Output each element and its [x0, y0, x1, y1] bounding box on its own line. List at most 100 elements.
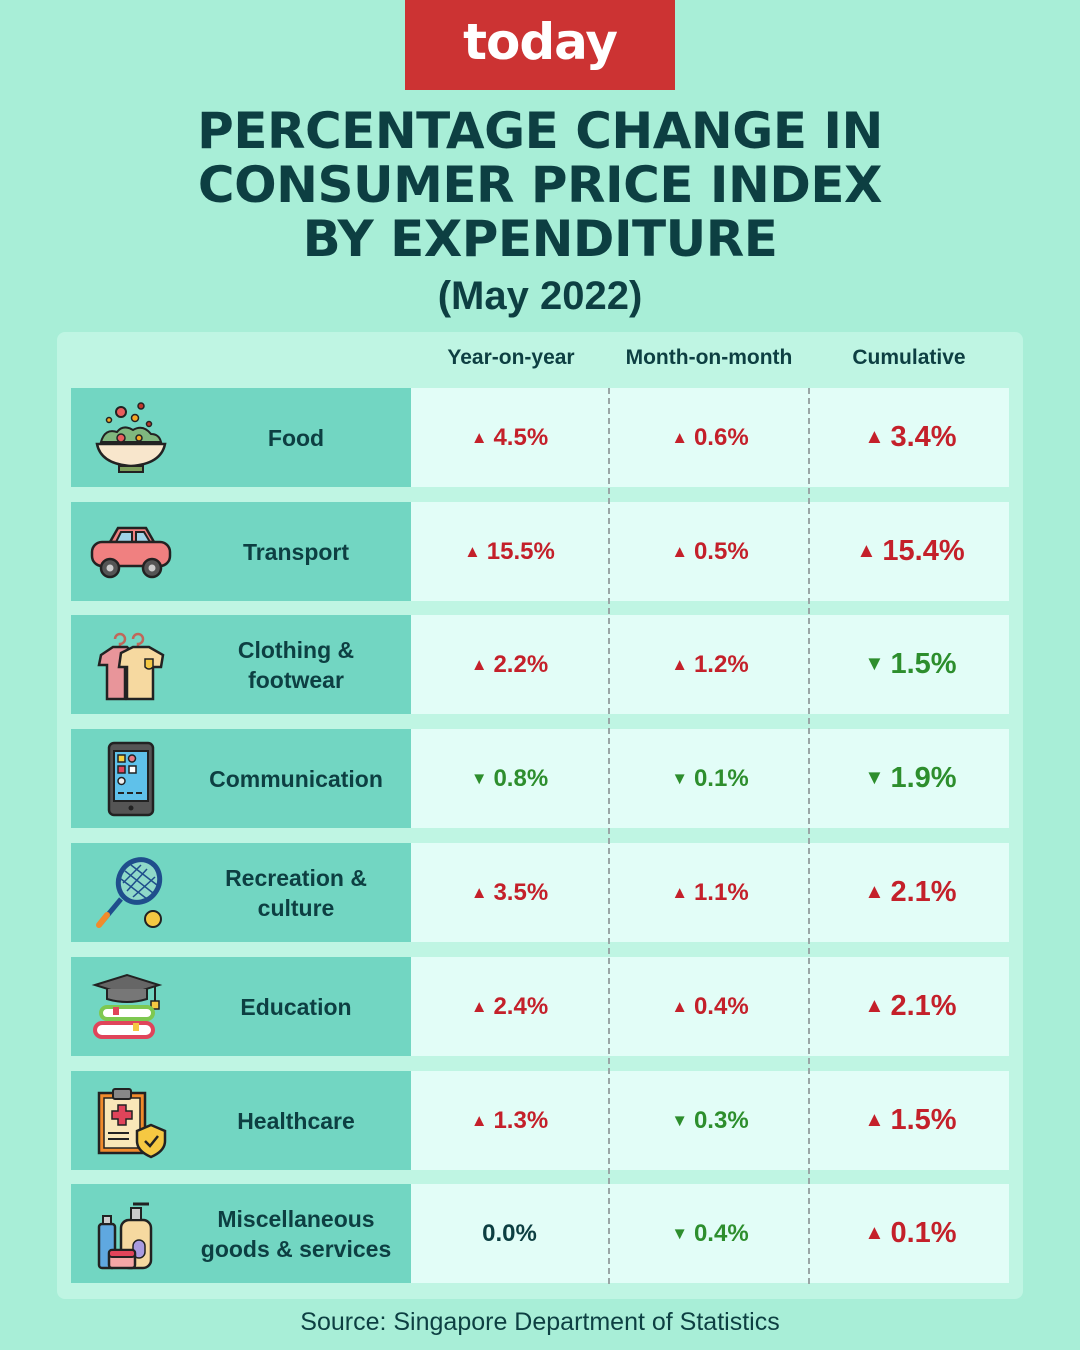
table-row: Education ▲ 2.4% ▲ 0.4% ▲ 2.1%	[71, 957, 1009, 1056]
arrow-up-icon: ▲	[864, 995, 885, 1017]
column-header-mom: Month-on-month	[625, 346, 793, 369]
value-text: 1.1%	[693, 878, 749, 906]
value-text: 0.4%	[693, 1219, 749, 1247]
page-title: PERCENTAGE CHANGE IN CONSUMER PRICE INDE…	[0, 104, 1080, 266]
value-text: 3.4%	[890, 421, 957, 453]
value-text: 15.5%	[486, 537, 555, 565]
value-text: 2.1%	[890, 990, 957, 1022]
value-text: 0.0%	[482, 1219, 537, 1247]
mom-value: ▲ 1.1%	[610, 843, 810, 942]
value-text: 0.4%	[693, 992, 749, 1020]
category-cell: Clothing & footwear	[71, 615, 411, 714]
mom-value: ▼ 0.1%	[610, 729, 810, 828]
mom-value: ▼ 0.4%	[610, 1184, 810, 1283]
arrow-up-icon: ▲	[470, 654, 488, 674]
cumulative-value: ▲ 2.1%	[812, 843, 1009, 942]
category-cell: Communication	[71, 729, 411, 828]
value-text: 2.4%	[493, 992, 549, 1020]
arrow-up-icon: ▲	[470, 1110, 488, 1130]
value-text: 0.5%	[693, 537, 749, 565]
column-header-cumulative: Cumulative	[852, 346, 966, 369]
value-text: 0.6%	[693, 423, 749, 451]
yoy-value: ▲ 3.5%	[411, 843, 608, 942]
values-cell-group: ▼ 0.8% ▼ 0.1% ▼ 1.9%	[411, 729, 1009, 828]
yoy-value: ▲ 2.2%	[411, 615, 608, 714]
salad-bowl-icon	[71, 388, 191, 487]
category-label: Clothing & footwear	[237, 636, 355, 693]
category-label: Food	[267, 424, 325, 451]
toiletries-icon	[71, 1184, 191, 1283]
car-icon	[71, 502, 191, 601]
today-logo: today	[405, 0, 675, 90]
value-text: 1.9%	[890, 762, 957, 794]
mom-value: ▲ 1.2%	[610, 615, 810, 714]
title-line: CONSUMER PRICE INDEX	[197, 156, 883, 214]
cumulative-value: ▲ 3.4%	[812, 388, 1009, 487]
arrow-up-icon: ▲	[671, 654, 688, 674]
arrow-up-icon: ▲	[864, 1222, 885, 1244]
clothes-hanger-icon	[71, 615, 191, 714]
table-row: Food ▲ 4.5% ▲ 0.6% ▲ 3.4%	[71, 388, 1009, 487]
table-row: Miscellaneous goods & services 0.0% ▼ 0.4% ▲…	[71, 1184, 1009, 1283]
values-cell-group: ▲ 1.3% ▼ 0.3% ▲ 1.5%	[411, 1071, 1009, 1170]
cumulative-value: ▲ 0.1%	[812, 1184, 1009, 1283]
yoy-value: ▲ 4.5%	[411, 388, 608, 487]
value-text: 1.3%	[493, 1106, 549, 1134]
title-line: BY EXPENDITURE	[302, 210, 778, 268]
value-text: 4.5%	[493, 423, 549, 451]
medical-clipboard-shield-icon	[71, 1071, 191, 1170]
page-subtitle: (May 2022)	[437, 274, 643, 318]
mom-value: ▲ 0.4%	[610, 957, 810, 1056]
value-text: 15.4%	[882, 535, 965, 567]
value-text: 3.5%	[493, 878, 549, 906]
arrow-up-icon: ▲	[671, 882, 688, 902]
arrow-down-icon: ▼	[864, 767, 885, 789]
arrow-up-icon: ▲	[864, 881, 885, 903]
arrow-up-icon: ▲	[671, 996, 688, 1016]
arrow-up-icon: ▲	[864, 1109, 885, 1131]
values-cell-group: ▲ 3.5% ▲ 1.1% ▲ 2.1%	[411, 843, 1009, 942]
table-row: Communication ▼ 0.8% ▼ 0.1% ▼ 1.9%	[71, 729, 1009, 828]
mom-value: ▲ 0.5%	[610, 502, 810, 601]
value-text: 1.5%	[890, 648, 957, 680]
category-label: Transport	[242, 538, 350, 565]
smartphone-icon	[71, 729, 191, 828]
category-label: Education	[240, 993, 352, 1020]
cumulative-value: ▼ 1.9%	[812, 729, 1009, 828]
category-cell: Miscellaneous goods & services	[71, 1184, 411, 1283]
category-cell: Healthcare	[71, 1071, 411, 1170]
arrow-up-icon: ▲	[464, 541, 481, 561]
cumulative-value: ▲ 15.4%	[812, 502, 1009, 601]
values-cell-group: 0.0% ▼ 0.4% ▲ 0.1%	[411, 1184, 1009, 1283]
column-divider	[608, 388, 610, 1284]
arrow-up-icon: ▲	[671, 541, 688, 561]
yoy-value: ▲ 2.4%	[411, 957, 608, 1056]
tennis-racket-icon	[71, 843, 191, 942]
values-cell-group: ▲ 4.5% ▲ 0.6% ▲ 3.4%	[411, 388, 1009, 487]
cumulative-value: ▼ 1.5%	[812, 615, 1009, 714]
arrow-up-icon: ▲	[864, 426, 885, 448]
arrow-down-icon: ▼	[864, 653, 885, 675]
value-text: 1.2%	[693, 650, 749, 678]
logo-text: today	[463, 13, 618, 71]
category-label: Miscellaneous goods & services	[200, 1205, 392, 1262]
category-cell: Transport	[71, 502, 411, 601]
values-cell-group: ▲ 15.5% ▲ 0.5% ▲ 15.4%	[411, 502, 1009, 601]
arrow-down-icon: ▼	[671, 1223, 688, 1243]
mom-value: ▲ 0.6%	[610, 388, 810, 487]
table-row: Clothing & footwear ▲ 2.2% ▲ 1.2% ▼ 1.5%	[71, 615, 1009, 714]
source-note: Source: Singapore Department of Statisti…	[300, 1308, 780, 1336]
column-header-yoy: Year-on-year	[447, 346, 575, 369]
arrow-up-icon: ▲	[470, 882, 488, 902]
yoy-value: 0.0%	[411, 1184, 608, 1283]
arrow-down-icon: ▼	[470, 768, 488, 788]
cumulative-value: ▲ 2.1%	[812, 957, 1009, 1056]
arrow-down-icon: ▼	[671, 1110, 688, 1130]
yoy-value: ▼ 0.8%	[411, 729, 608, 828]
category-cell: Education	[71, 957, 411, 1056]
table-row: Healthcare ▲ 1.3% ▼ 0.3% ▲ 1.5%	[71, 1071, 1009, 1170]
cumulative-value: ▲ 1.5%	[812, 1071, 1009, 1170]
value-text: 0.3%	[693, 1106, 749, 1134]
category-cell: Recreation & culture	[71, 843, 411, 942]
category-cell: Food	[71, 388, 411, 487]
